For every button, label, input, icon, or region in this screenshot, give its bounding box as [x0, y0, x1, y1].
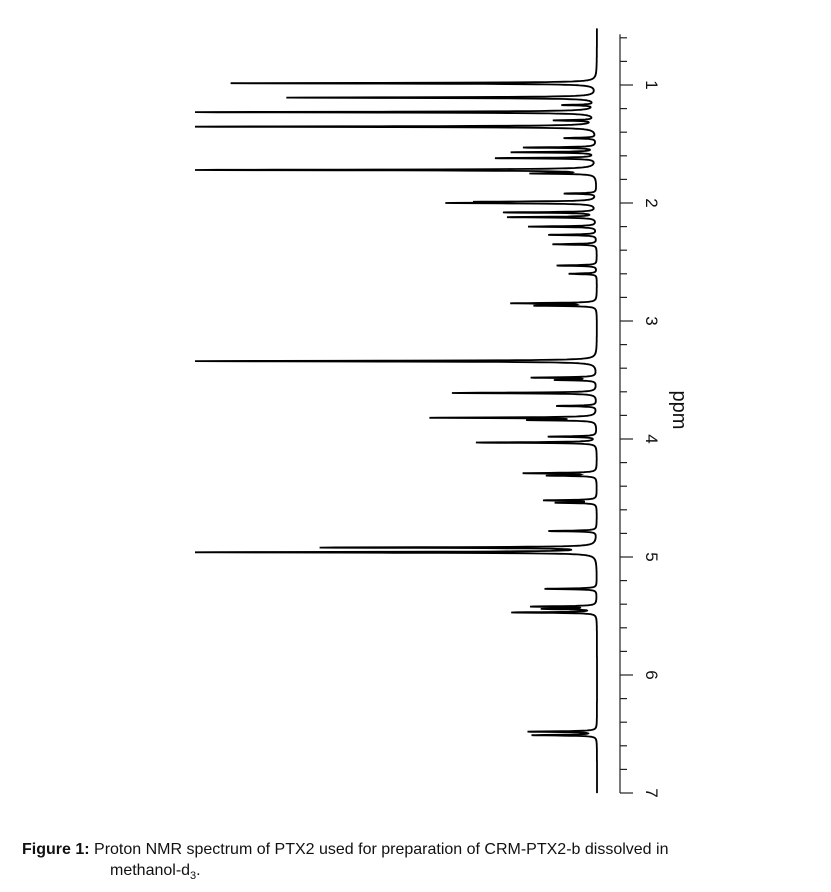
axis-label-ppm: ppm	[668, 391, 690, 430]
tick-label: 4	[642, 434, 661, 443]
caption-label: Figure 1:	[22, 841, 90, 858]
tick-label: 3	[642, 316, 661, 325]
tick-label: 1	[642, 80, 661, 89]
tick-label: 2	[642, 198, 661, 207]
ppm-axis: 1 2 3 4 5 6 7	[619, 34, 661, 798]
figure-caption: Figure 1: Proton NMR spectrum of PTX2 us…	[22, 839, 812, 887]
tick-label: 7	[642, 788, 661, 797]
nmr-spectrum-chart: 1 2 3 4 5 6 7 ppm	[194, 28, 690, 798]
caption-subscript: 3	[190, 870, 197, 883]
spectrum-line	[194, 28, 598, 794]
caption-line1: Proton NMR spectrum of PTX2 used for pre…	[94, 841, 669, 858]
spectrum-trace	[194, 28, 598, 794]
caption-line2: methanol-d3.	[22, 860, 812, 887]
caption-period: .	[196, 862, 201, 879]
caption-solvent: methanol-d	[110, 862, 191, 879]
tick-label: 6	[642, 670, 661, 679]
tick-label: 5	[642, 552, 661, 561]
